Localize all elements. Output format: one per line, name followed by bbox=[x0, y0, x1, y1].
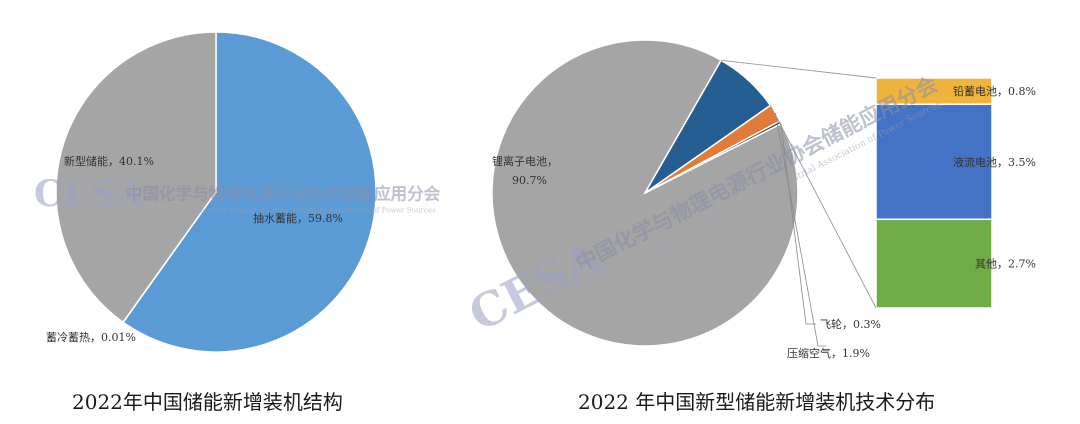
pie2-slice-3 bbox=[644, 119, 783, 194]
data-label-flywheel: 飞轮，0.3% bbox=[820, 317, 881, 331]
data-label-thermal-storage: 蓄冷蓄热，0.01% bbox=[46, 331, 136, 344]
data-label-pumped-hydro: 抽水蓄能，59.8% bbox=[253, 211, 343, 225]
pie-chart-structure: 抽水蓄能，59.8% 蓄冷蓄热，0.01% 新型储能，40.1% bbox=[46, 31, 377, 353]
bar-segment-0 bbox=[875, 77, 993, 106]
chart-title-right: 2022 年中国新型储能新增装机技术分布 bbox=[578, 390, 936, 414]
svg-text:中国化学与物理电源行业协会储能应用分会: 中国化学与物理电源行业协会储能应用分会 bbox=[126, 184, 441, 204]
data-label-lithium-value: 90.7% bbox=[512, 174, 547, 187]
data-label-compressed-air: 压缩空气，1.9% bbox=[787, 346, 870, 360]
data-label-other-breakdown: 其他，2.7% bbox=[975, 258, 1036, 271]
chart-title-left: 2022年中国储能新增装机结构 bbox=[72, 390, 343, 414]
svg-text:Energy Storage Application Bra: Energy Storage Application Branch of Chi… bbox=[126, 205, 436, 214]
data-label-new-storage: 新型储能，40.1% bbox=[64, 154, 154, 168]
connector-line-bottom bbox=[770, 105, 877, 309]
pie-chart-technology: 锂离子电池， 90.7% 飞轮，0.3% 压缩空气，1.9% bbox=[491, 39, 881, 360]
leader-line-compressed-air bbox=[775, 112, 826, 347]
pie1-slice-0 bbox=[122, 31, 377, 353]
breakdown-bar: 铅蓄电池，0.8% 液流电池，3.5% 其他，2.7% bbox=[721, 59, 1036, 309]
data-label-lead-acid: 铅蓄电池，0.8% bbox=[953, 84, 1036, 98]
pie1-slice-2 bbox=[55, 31, 217, 324]
data-label-lithium-name: 锂离子电池， bbox=[492, 154, 558, 168]
svg-text:CESA: CESA bbox=[34, 173, 145, 215]
bar-segment-2 bbox=[875, 218, 993, 309]
data-label-flow-battery: 液流电池，3.5% bbox=[953, 155, 1036, 169]
connector-line-top bbox=[721, 59, 877, 79]
bar-segment-1 bbox=[875, 103, 993, 221]
